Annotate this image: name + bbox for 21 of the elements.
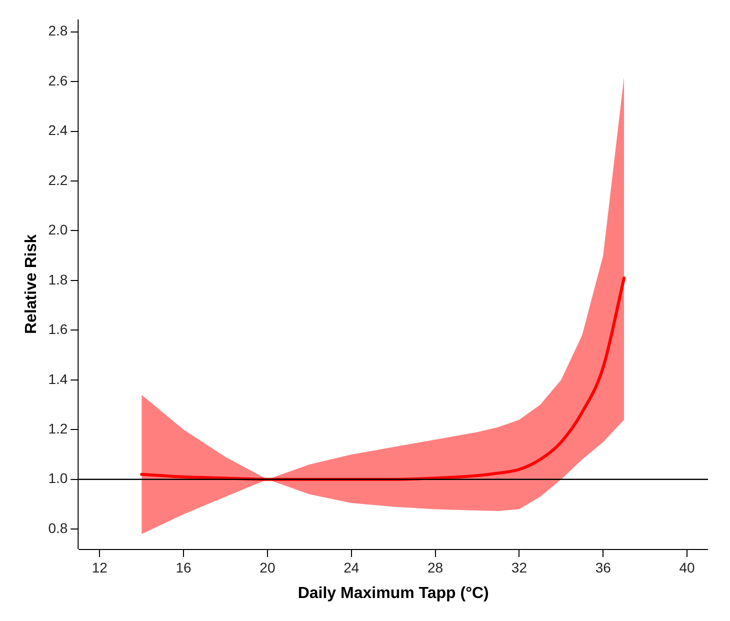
y-tick-label: 1.0 [48, 470, 68, 486]
x-tick-label: 40 [679, 559, 696, 576]
x-tick-label: 16 [176, 559, 192, 576]
y-tick-label: 1.4 [48, 370, 68, 387]
x-tick-label: 20 [260, 559, 276, 576]
y-tick-label: 0.8 [48, 520, 68, 536]
y-tick-label: 2.6 [48, 72, 68, 88]
x-tick-label: 28 [428, 559, 444, 576]
y-tick-label: 1.8 [48, 271, 68, 288]
y-tick-label: 2.2 [48, 172, 68, 188]
x-tick-label: 12 [92, 559, 108, 576]
y-axis-title: Relative Risk [23, 234, 40, 334]
x-tick-label: 36 [595, 559, 612, 576]
x-axis-title: Daily Maximum Tapp (°C) [298, 584, 489, 602]
y-tick-label: 2.0 [48, 222, 68, 238]
y-tick-label: 2.8 [48, 22, 68, 39]
x-tick-label: 32 [511, 559, 528, 576]
y-tick-label: 1.2 [48, 420, 68, 437]
y-tick-label: 1.6 [48, 321, 68, 338]
x-tick-label: 24 [344, 559, 360, 576]
y-tick-label: 2.4 [48, 122, 68, 138]
